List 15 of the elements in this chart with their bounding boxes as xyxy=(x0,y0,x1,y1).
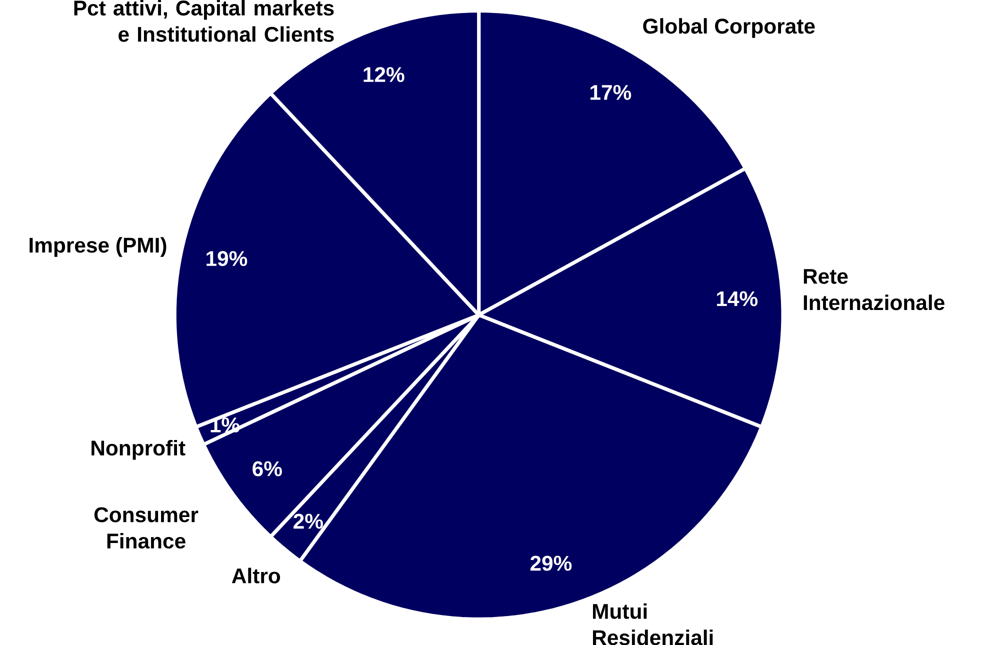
slice-label: Imprese (PMI) xyxy=(30,237,166,257)
slice-label: Global Corporate xyxy=(643,18,815,38)
data-label: 19% xyxy=(206,250,248,266)
slice-label: Altro xyxy=(232,568,280,584)
data-label: 29% xyxy=(530,556,572,571)
data-label: 6% xyxy=(252,461,282,476)
data-label: 17% xyxy=(590,84,632,100)
data-label: 2% xyxy=(294,514,323,529)
slice-label: Nonprofit xyxy=(92,440,186,460)
slice-label: Pct attivi, Capital markets e Institutional Clients xyxy=(74,0,334,42)
slice-label: Mutui Residenziali xyxy=(593,603,713,645)
data-label: 14% xyxy=(716,291,758,306)
slice-label: Consumer Finance xyxy=(94,507,198,548)
data-label: 12% xyxy=(364,66,404,82)
slice-label: Rete Internazionale xyxy=(804,269,944,310)
